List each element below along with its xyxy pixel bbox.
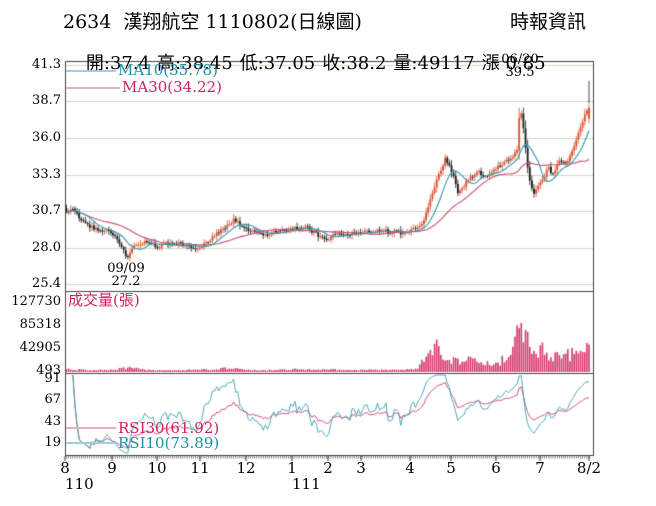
quote-change: 漲 0.85 bbox=[481, 53, 546, 74]
month-axis-label: 10 bbox=[147, 459, 167, 477]
annotation-high-date: 06/20 bbox=[501, 52, 539, 67]
price-axis-label: 38.7 bbox=[32, 92, 61, 108]
month-axis-label: 5 bbox=[446, 459, 456, 477]
annotation-low-value: 27.2 bbox=[111, 274, 141, 289]
volume-axis-label: 42905 bbox=[19, 339, 61, 355]
provider-label: 時報資訊 bbox=[509, 11, 586, 33]
rsi-axis-label: 91 bbox=[44, 371, 61, 386]
volume-axis-label: 127730 bbox=[11, 293, 61, 309]
quote-line: 開:37.4 高:38.45 低:37.05 收:38.2 量:49117 漲 0.85 bbox=[63, 28, 553, 96]
month-axis-label: 8/2 bbox=[576, 459, 602, 477]
annotation-high-0620: 06/20 39.5 bbox=[483, 53, 557, 79]
quote-volume: 量:49117 bbox=[393, 53, 475, 74]
rsi-axis-label: 43 bbox=[44, 413, 61, 429]
rsi30-legend: RSI30(61.92) bbox=[118, 419, 220, 437]
annotation-high-value: 39.5 bbox=[505, 65, 535, 80]
month-axis-label: 9 bbox=[107, 459, 117, 477]
year-axis-label: 111 bbox=[291, 475, 321, 493]
month-axis-label: 7 bbox=[535, 459, 545, 477]
annotation-low-date: 09/09 bbox=[107, 261, 145, 276]
volume-axis-label: 493 bbox=[36, 363, 61, 379]
ma30-legend-swatch bbox=[66, 87, 120, 89]
rsi30-legend-swatch bbox=[66, 427, 116, 429]
price-axis-label: 30.7 bbox=[32, 203, 61, 218]
rsi10-legend-swatch bbox=[66, 442, 116, 444]
ma10-legend-swatch bbox=[66, 70, 116, 72]
quote-open: 開:37.4 bbox=[85, 53, 151, 74]
quote-close: 收:38.2 bbox=[322, 53, 387, 74]
month-axis-label: 4 bbox=[405, 459, 415, 477]
volume-axis-label: 85318 bbox=[19, 316, 61, 332]
ma30-legend: MA30(34.22) bbox=[122, 78, 222, 96]
month-axis-label: 11 bbox=[190, 459, 210, 477]
month-axis-label: 3 bbox=[356, 459, 366, 477]
page-title: 2634 漢翔航空 1110802(日線圖) bbox=[63, 11, 362, 33]
price-axis-label: 36.0 bbox=[32, 130, 61, 145]
month-axis-label: 6 bbox=[491, 459, 501, 477]
annotation-low-0909: 09/09 27.2 bbox=[89, 262, 163, 288]
price-axis-label: 41.3 bbox=[32, 57, 61, 72]
year-axis-label: 110 bbox=[65, 475, 94, 493]
price-axis-label: 33.3 bbox=[32, 167, 61, 183]
month-axis-label: 1 bbox=[287, 459, 297, 477]
price-axis-label: 25.4 bbox=[32, 276, 61, 291]
month-axis-label: 8 bbox=[60, 459, 70, 477]
quote-high: 高:38.45 bbox=[157, 53, 233, 74]
rsi-axis-label: 19 bbox=[44, 435, 61, 450]
volume-panel-label: 成交量(張) bbox=[68, 291, 140, 309]
month-axis-label: 12 bbox=[236, 459, 256, 477]
quote-low: 低:37.05 bbox=[239, 53, 316, 74]
month-axis-label: 2 bbox=[323, 459, 333, 477]
rsi-axis-label: 67 bbox=[44, 392, 61, 408]
price-axis-label: 28.0 bbox=[32, 240, 61, 256]
rsi10-legend: RSI10(73.89) bbox=[118, 434, 220, 452]
ma10-legend: MA10(35.78) bbox=[118, 61, 218, 79]
